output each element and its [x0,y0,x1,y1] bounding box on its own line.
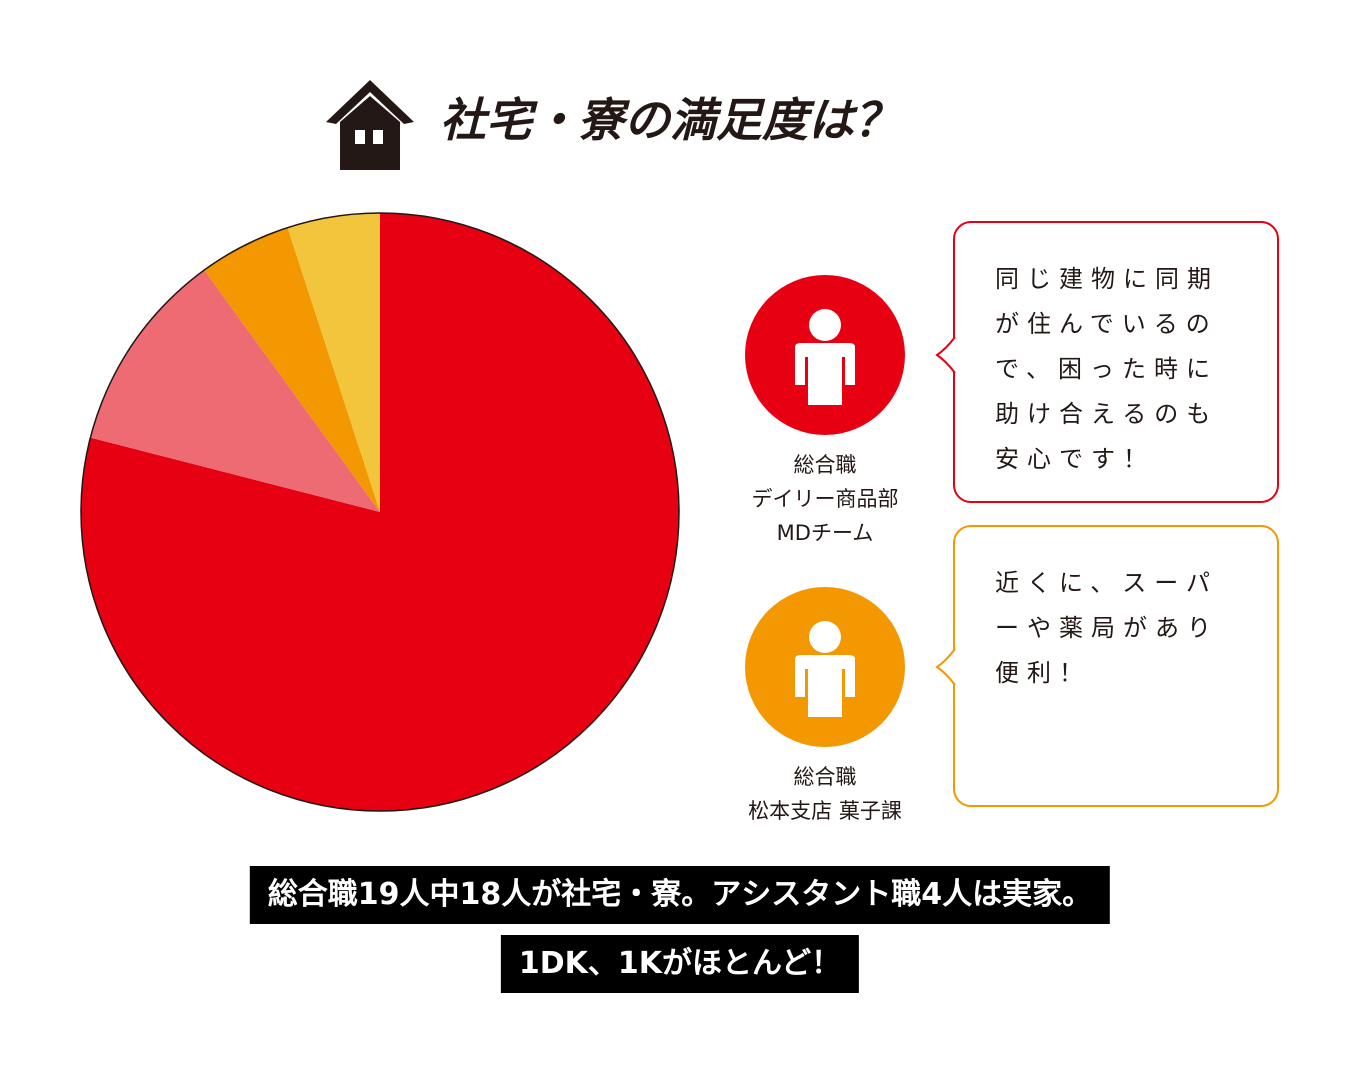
avatar-head [809,621,841,653]
person-line: 松本支店 菓子課 [748,799,902,823]
person-info: 総合職松本支店 菓子課 [715,760,935,828]
speech-bubble: 近くに、スーパーや薬局があり便利！ [953,525,1279,807]
pie-outline [80,212,680,812]
note: 1DK、1Kがほとんど！ [500,935,860,993]
speech-bubble: 同じ建物に同期が住んでいるので、困った時に助け合えるのも安心です！ [953,221,1279,503]
avatar-head [809,309,841,341]
bubble-tail [935,336,956,374]
bubble-tail [935,648,956,686]
person-line: デイリー商品部 [751,487,899,511]
person-info: 総合職デイリー商品部 MDチーム [715,448,935,550]
person-line: MDチーム [776,521,874,545]
note: 総合職19人中18人が社宅・寮。アシスタント職4人は実家。 [249,866,1111,924]
pie [80,212,680,812]
pie-slice [287,213,380,512]
avatar-body [795,343,855,405]
title: 社宅・寮の満足度は？ [440,93,900,147]
avatar-body [795,655,855,717]
people [745,275,956,747]
house-icon [326,80,414,170]
pie-slice [90,270,380,512]
person-line: 総合職 [793,765,857,789]
pie-slice [204,227,380,512]
person-line: 総合職 [793,453,857,477]
